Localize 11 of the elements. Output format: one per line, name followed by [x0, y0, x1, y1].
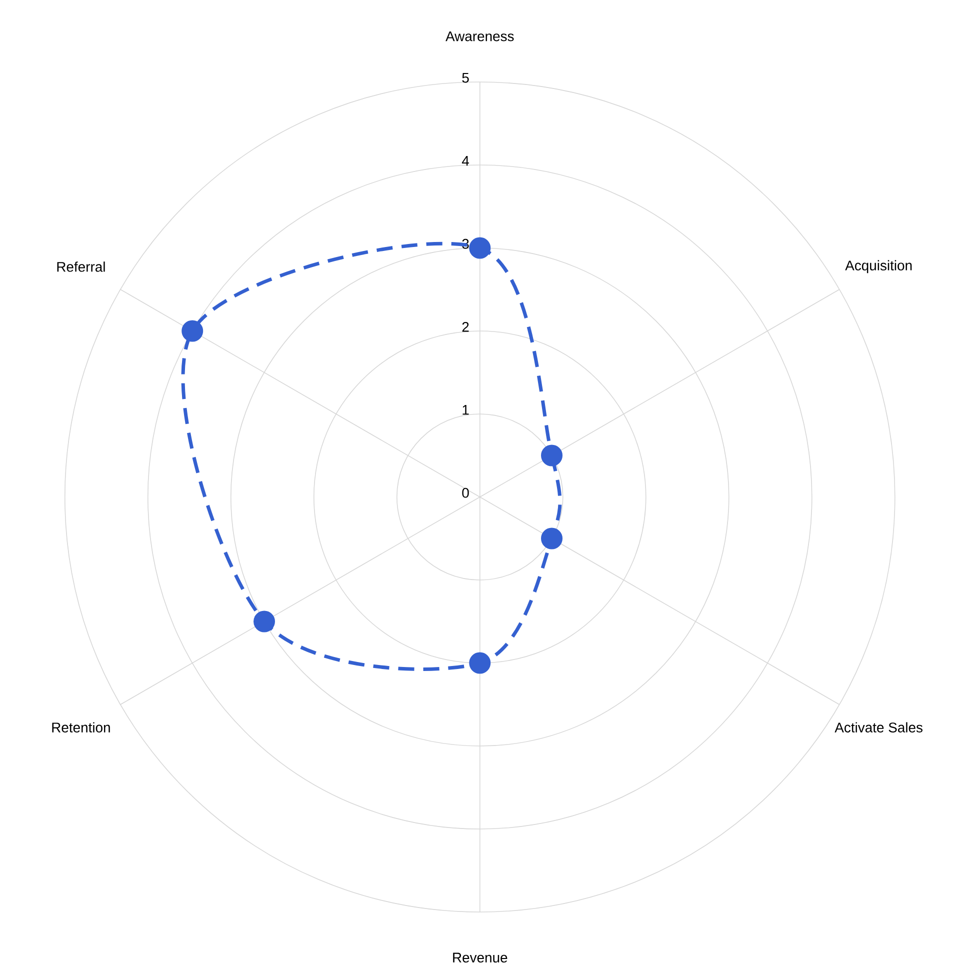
y-tick-label: 4 [462, 156, 470, 166]
spoke-label: Referral [57, 262, 105, 272]
y-tick-label: 1 [462, 405, 469, 415]
y-tick-label: 0 [462, 488, 469, 498]
spoke-label: Awareness [446, 31, 514, 42]
spoke-label: Retention [52, 722, 110, 732]
spoke-label: Acquisition [845, 260, 912, 274]
y-tick-label: 5 [462, 72, 469, 83]
y-tick-label: 2 [462, 322, 469, 332]
spoke-label: Revenue [453, 952, 508, 963]
spoke-label: Activate Sales [834, 722, 923, 732]
